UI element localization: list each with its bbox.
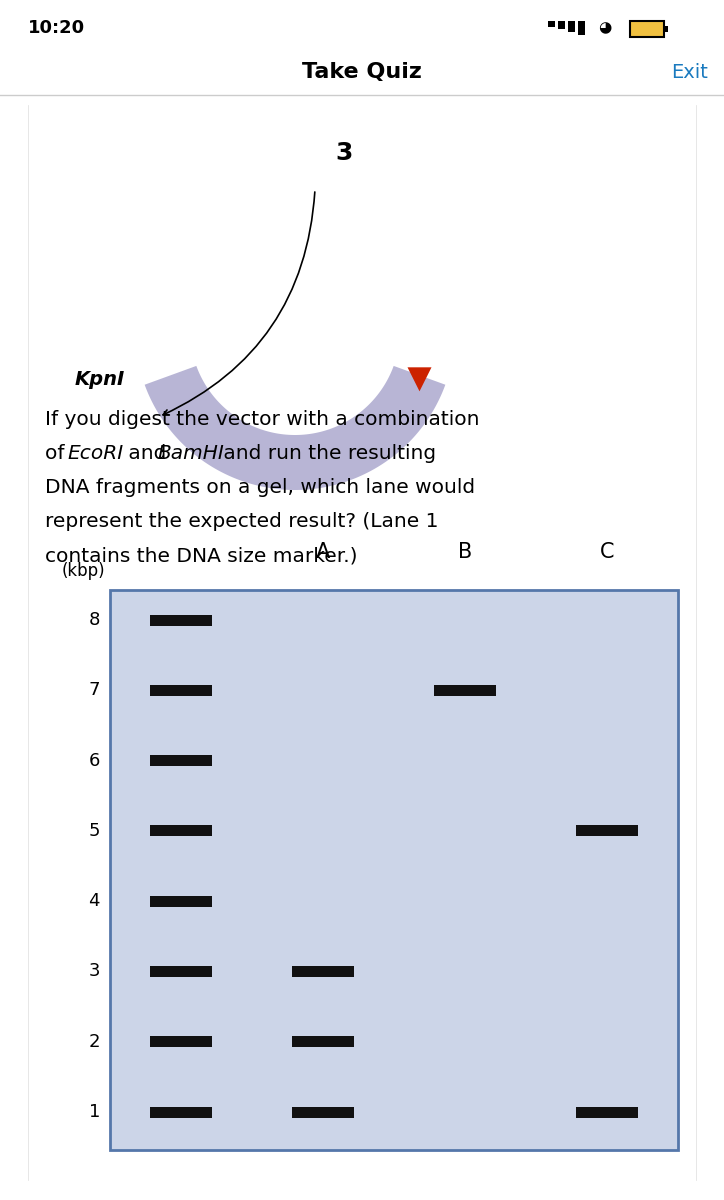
- Bar: [150, 826, 212, 836]
- Bar: [576, 826, 638, 836]
- Text: 1: 1: [88, 1103, 100, 1121]
- Bar: [292, 1106, 354, 1117]
- Bar: [576, 1106, 638, 1117]
- Text: 8: 8: [88, 611, 100, 629]
- Text: 2: 2: [88, 1033, 100, 1051]
- Bar: [150, 614, 212, 625]
- Text: KpnI: KpnI: [75, 371, 125, 389]
- Text: If you digest the vector with a combination: If you digest the vector with a combinat…: [45, 410, 479, 428]
- Text: (kbp): (kbp): [62, 562, 105, 580]
- Text: 4: 4: [88, 892, 100, 910]
- Bar: [630, 20, 664, 37]
- Bar: [150, 1106, 212, 1117]
- Text: EcoRI: EcoRI: [67, 444, 123, 463]
- Text: Take Quiz: Take Quiz: [302, 62, 422, 82]
- Text: 5: 5: [88, 822, 100, 840]
- Text: 6: 6: [88, 751, 100, 769]
- Bar: [110, 590, 678, 1150]
- Text: represent the expected result? (Lane 1: represent the expected result? (Lane 1: [45, 512, 439, 530]
- FancyArrowPatch shape: [163, 192, 315, 415]
- Bar: [150, 1037, 212, 1048]
- Text: 3: 3: [88, 962, 100, 980]
- Text: and run the resulting: and run the resulting: [217, 444, 436, 463]
- Text: 10:20: 10:20: [28, 19, 85, 37]
- Text: contains the DNA size marker.): contains the DNA size marker.): [45, 546, 358, 565]
- Text: of: of: [45, 444, 71, 463]
- Bar: [150, 755, 212, 766]
- Bar: [664, 25, 668, 32]
- Bar: [150, 895, 212, 907]
- Text: B: B: [458, 542, 472, 562]
- Text: BamHI: BamHI: [157, 444, 224, 463]
- Text: C: C: [599, 542, 614, 562]
- Text: and: and: [122, 444, 173, 463]
- Bar: [292, 966, 354, 977]
- Text: DNA fragments on a gel, which lane would: DNA fragments on a gel, which lane would: [45, 478, 475, 497]
- Text: 3: 3: [335, 140, 353, 164]
- Bar: [568, 20, 575, 32]
- Text: A: A: [316, 542, 330, 562]
- Polygon shape: [145, 366, 445, 490]
- Bar: [548, 20, 555, 26]
- Text: Exit: Exit: [672, 62, 709, 82]
- Text: ◕: ◕: [598, 20, 612, 36]
- Bar: [578, 20, 585, 35]
- Bar: [150, 685, 212, 696]
- Bar: [434, 685, 496, 696]
- Bar: [558, 20, 565, 29]
- Bar: [292, 1037, 354, 1048]
- Text: 7: 7: [88, 682, 100, 700]
- Bar: [150, 966, 212, 977]
- Polygon shape: [408, 367, 432, 391]
